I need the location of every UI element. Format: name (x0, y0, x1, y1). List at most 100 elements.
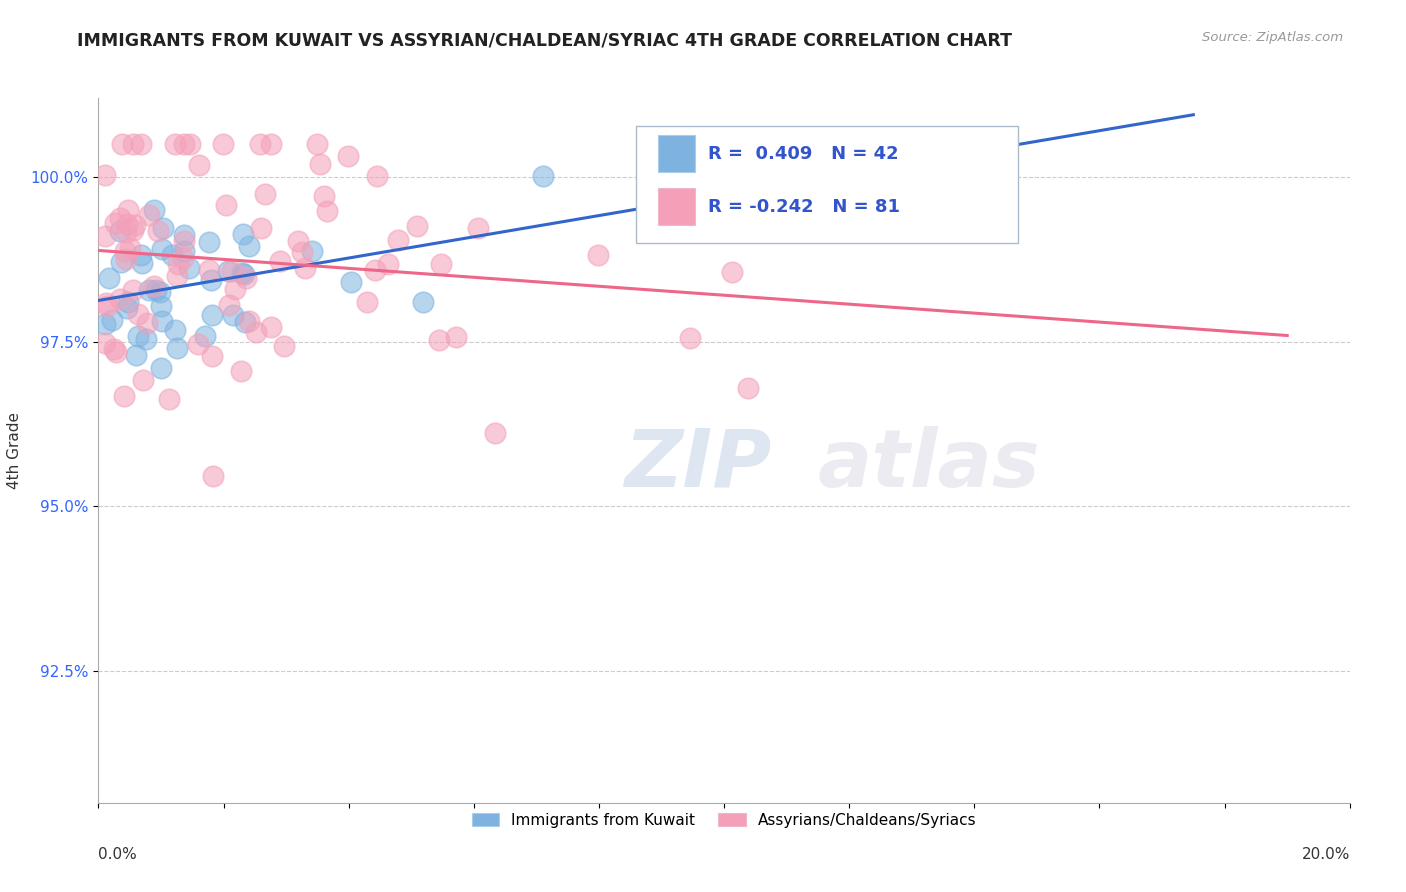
Point (103, 342, 125, 356)
Point (484, 425, 506, 440)
Point (115, 252, 138, 266)
Point (232, 267, 254, 281)
Point (115, 218, 138, 232)
Point (177, 261, 200, 276)
Point (138, 283, 160, 297)
Point (377, 257, 399, 271)
Point (105, 344, 128, 359)
Point (217, 264, 239, 278)
Point (187, 157, 209, 171)
Point (166, 341, 188, 355)
Point (249, 221, 271, 235)
Point (222, 308, 245, 322)
Point (138, 208, 160, 222)
Point (117, 203, 139, 218)
Point (194, 329, 217, 343)
Point (588, 248, 610, 262)
Point (238, 239, 260, 253)
Point (104, 216, 127, 230)
Point (96, 299, 118, 313)
Point (122, 223, 145, 237)
Point (218, 297, 240, 311)
Point (412, 295, 434, 310)
Point (737, 381, 759, 395)
Point (366, 169, 388, 184)
Point (173, 234, 195, 248)
Point (531, 169, 554, 184)
Point (287, 234, 309, 248)
Point (173, 228, 195, 243)
Point (200, 273, 222, 287)
Point (117, 301, 139, 315)
Point (235, 271, 257, 285)
Point (129, 248, 152, 262)
Point (152, 314, 174, 328)
Point (336, 149, 359, 163)
Point (259, 137, 281, 152)
Point (231, 266, 253, 280)
Point (127, 329, 149, 343)
Point (198, 263, 221, 277)
Bar (658, 136, 696, 172)
Point (406, 219, 429, 233)
Point (215, 197, 238, 211)
Point (387, 233, 409, 247)
Point (118, 241, 141, 255)
Point (136, 316, 159, 330)
Point (294, 260, 316, 275)
Point (94, 296, 117, 310)
Point (260, 320, 283, 334)
Point (179, 137, 201, 152)
Point (167, 257, 190, 271)
FancyBboxPatch shape (637, 127, 1018, 243)
Point (157, 392, 180, 407)
Point (291, 244, 314, 259)
Point (110, 254, 132, 268)
Point (149, 285, 172, 299)
Point (232, 227, 254, 241)
Point (101, 312, 124, 326)
Point (152, 220, 174, 235)
Text: Source: ZipAtlas.com: Source: ZipAtlas.com (1202, 31, 1343, 45)
Point (172, 251, 194, 265)
Point (202, 469, 225, 483)
Point (467, 221, 489, 235)
Point (125, 349, 148, 363)
Point (269, 253, 291, 268)
Point (212, 137, 235, 152)
Point (129, 137, 152, 152)
Bar (658, 188, 696, 225)
Point (127, 307, 149, 321)
Point (165, 323, 187, 337)
Legend: Immigrants from Kuwait, Assyrians/Chaldeans/Syriacs: Immigrants from Kuwait, Assyrians/Chalde… (465, 806, 983, 834)
Point (162, 248, 184, 262)
Point (364, 263, 387, 277)
Text: ZIP: ZIP (624, 425, 772, 504)
Point (108, 223, 131, 237)
Text: 20.0%: 20.0% (1302, 847, 1350, 863)
Point (121, 137, 143, 152)
Point (94, 317, 117, 331)
Point (131, 256, 153, 270)
Text: R = -0.242   N = 81: R = -0.242 N = 81 (707, 198, 900, 216)
Point (146, 224, 169, 238)
Point (249, 137, 271, 152)
Point (253, 187, 276, 202)
Point (444, 329, 467, 343)
Point (197, 235, 219, 249)
Point (111, 137, 134, 152)
Point (679, 331, 702, 345)
Point (114, 244, 136, 258)
Point (273, 339, 295, 353)
Point (312, 189, 335, 203)
Point (301, 244, 323, 259)
Point (235, 316, 257, 330)
Point (721, 264, 744, 278)
Point (173, 137, 195, 152)
Text: IMMIGRANTS FROM KUWAIT VS ASSYRIAN/CHALDEAN/SYRIAC 4TH GRADE CORRELATION CHART: IMMIGRANTS FROM KUWAIT VS ASSYRIAN/CHALD… (77, 31, 1012, 49)
Point (93, 229, 115, 244)
Point (115, 225, 138, 239)
Y-axis label: 4th Grade: 4th Grade (7, 412, 22, 489)
Point (427, 333, 450, 347)
Point (221, 263, 243, 277)
